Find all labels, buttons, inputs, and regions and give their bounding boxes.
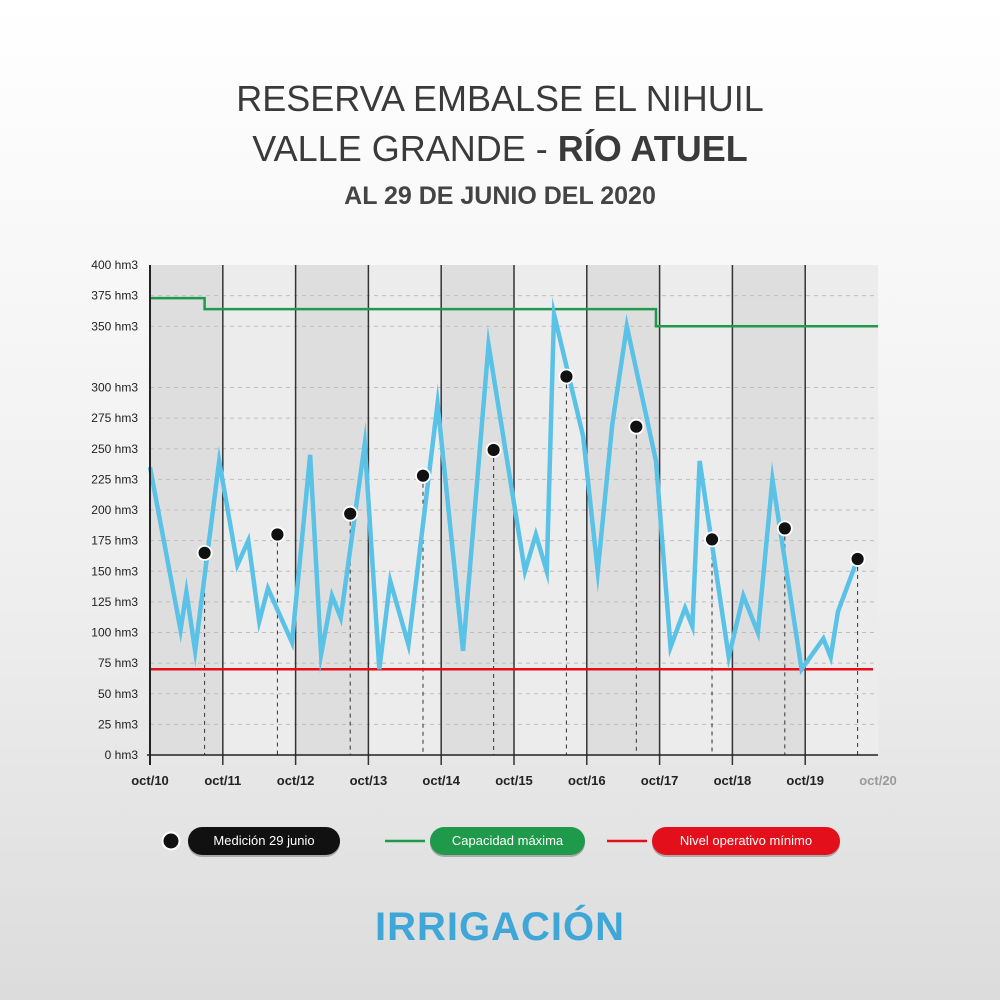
y-tick-label: 100 hm3 [91,626,138,640]
measurement-point [849,551,866,567]
irrigacion-logo: IRRIGACIÓN [375,905,625,949]
x-tick-label: oct/17 [641,773,679,788]
measurement-point [415,467,431,484]
y-tick-label: 350 hm3 [91,319,138,333]
markers-group [196,368,866,567]
y-tick-label: 200 hm3 [91,503,138,517]
measurement-point [704,531,720,548]
y-tick-label: 150 hm3 [91,564,138,578]
x-tick-label: oct/19 [786,773,824,788]
chart-title: RESERVA EMBALSE EL NIHUIL [236,78,764,119]
y-tick-label: 250 hm3 [91,442,138,456]
legend-red-line-icon [607,839,647,843]
x-tick-label: oct/11 [204,773,241,788]
y-tick-label: 375 hm3 [91,289,138,303]
y-tick-label: 125 hm3 [91,595,138,609]
x-tick-label: oct/18 [714,773,752,788]
vertical-gridlines [222,265,806,765]
y-axis-labels: 400 hm3 375 hm3 350 hm3 300 hm3 275 hm3 250 h… [91,258,138,762]
legend-minimum-label: Nivel operativo mínimo [652,827,840,855]
legend-green-line-icon [385,839,425,843]
x-tick-label: oct/14 [422,773,460,788]
chart-subtitle: AL 29 DE JUNIO DEL 2020 [344,182,656,210]
year-band [150,265,223,755]
measurement-point [269,526,286,543]
x-tick-label: oct/10 [131,773,169,788]
legend-dot-icon [161,831,181,851]
x-tick-label: oct/16 [568,773,606,788]
x-tick-label: oct/13 [350,773,388,788]
y-tick-label: 400 hm3 [91,258,138,272]
y-tick-label: 225 hm3 [91,472,138,486]
title-prefix: VALLE GRANDE - [252,128,558,169]
y-tick-label: 0 hm3 [105,748,139,762]
measurement-point [342,505,359,522]
y-tick-label: 300 hm3 [91,381,138,395]
x-tick-label: oct/15 [495,773,533,788]
x-axis-labels: oct/10 oct/11 oct/12 oct/13 oct/14 oct/15 oct/… [131,773,897,788]
series-group [147,296,862,676]
capacity-line [150,296,878,328]
chart-title-line2: VALLE GRANDE - RÍO ATUEL [0,128,1000,170]
axes [147,265,878,765]
year-band [441,265,514,755]
title-river: RÍO ATUEL [557,128,748,169]
legend-marker-label: Medición 29 junio [188,827,340,855]
measurement-point [558,368,575,385]
measurement-point [196,544,213,561]
y-tick-label: 50 hm3 [98,687,138,701]
x-tick-label: oct/20 [859,773,897,788]
background-bands [150,265,878,755]
y-tick-label: 275 hm3 [91,411,138,425]
reference-lines [150,296,878,671]
y-tick-label: 175 hm3 [91,534,138,548]
volume-series-line [147,296,862,676]
x-tick-label: oct/12 [277,773,315,788]
measurement-point [776,520,793,537]
y-tick-label: 75 hm3 [98,656,138,670]
year-band [222,265,296,755]
measurement-point [628,418,645,435]
legend-capacity-label: Capacidad máxima [430,827,585,855]
y-tick-label: 25 hm3 [98,717,138,731]
measurement-point [485,442,502,458]
year-band [368,265,442,755]
